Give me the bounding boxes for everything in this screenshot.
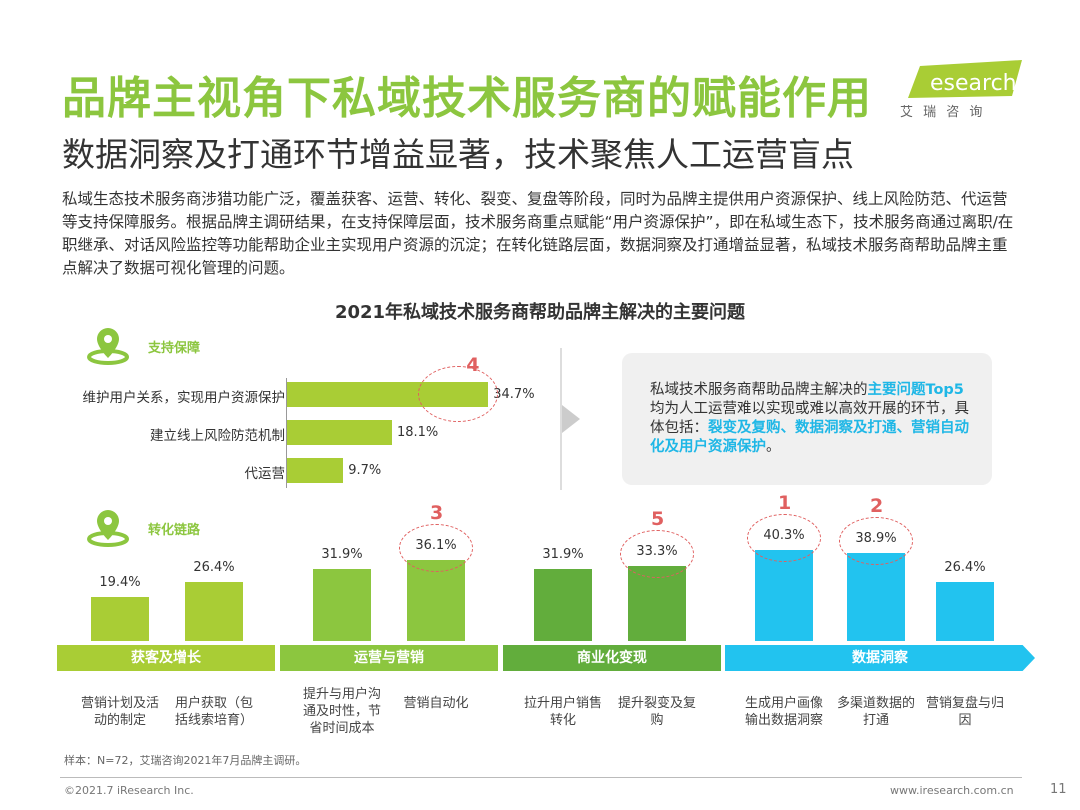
data-label: 9.7% <box>348 463 382 478</box>
rank-number: 4 <box>466 354 480 376</box>
bar <box>185 581 243 641</box>
rank-number: 3 <box>430 501 444 524</box>
bar <box>407 559 465 641</box>
bar-label: 建立线上风险防范机制 <box>150 428 285 444</box>
location-pin-icon <box>86 508 130 552</box>
category-label: 多渠道数据的打通 <box>836 696 915 728</box>
section-label-conversion: 转化链路 <box>148 523 201 538</box>
page-number: 11 <box>1050 782 1067 797</box>
bar <box>287 458 344 483</box>
website-link[interactable]: www.iresearch.com.cn <box>890 784 1014 797</box>
rank-number: 1 <box>778 492 792 515</box>
copyright: ©2021.7 iResearch Inc. <box>64 784 194 797</box>
location-pin-icon <box>86 326 130 370</box>
data-label: 26.4% <box>193 559 235 575</box>
category-label: 提升裂变及复购 <box>617 696 696 728</box>
highlight-circle <box>620 530 694 579</box>
bar <box>91 597 149 641</box>
bar <box>936 581 994 641</box>
bar <box>755 550 813 641</box>
data-label: 19.4% <box>99 575 141 591</box>
stage-band: 商业化变现 <box>503 645 721 671</box>
rank-number: 2 <box>870 495 884 518</box>
category-label: 用户获取（包括线索培育） <box>174 696 253 728</box>
data-label: 31.9% <box>321 547 363 563</box>
bar <box>313 569 371 641</box>
bar-label: 代运营 <box>244 466 286 482</box>
bar <box>628 566 686 641</box>
callout-highlight: 裂变及复购、数据洞察及打通、营销自动化及用户资源保护 <box>650 420 969 455</box>
data-label: 26.4% <box>944 559 986 575</box>
chart-title: 2021年私域技术服务商帮助品牌主解决的主要问题 <box>334 302 746 323</box>
stage-band: 获客及增长 <box>57 645 275 671</box>
axis-line <box>286 378 287 488</box>
bar <box>847 553 905 641</box>
data-label: 34.7% <box>493 387 535 402</box>
svg-text:esearch: esearch <box>930 71 1017 96</box>
iresearch-logo: esearch 艾 瑞 咨 询 <box>900 58 1025 120</box>
callout-text: 私域技术服务商帮助品牌主解决的 <box>650 382 868 398</box>
intro-paragraph: 私域生态技术服务商涉猎功能广泛，覆盖获客、运营、转化、裂变、复盘等阶段，同时为品… <box>62 190 1014 277</box>
category-label: 营销自动化 <box>403 696 469 711</box>
callout-box: 私域技术服务商帮助品牌主解决的主要问题Top5 均为人工运营难以实现或难以高效开展… <box>622 353 992 485</box>
bar <box>534 569 592 641</box>
svg-text:艾 瑞 咨 询: 艾 瑞 咨 询 <box>900 105 985 118</box>
page-title: 品牌主视角下私域技术服务商的赋能作用 <box>62 73 872 124</box>
bar <box>287 420 392 445</box>
category-label: 营销复盘与归因 <box>925 696 1004 728</box>
section-label-support: 支持保障 <box>148 341 201 356</box>
sample-note: 样本：N=72，艾瑞咨询2021年7月品牌主调研。 <box>64 754 307 767</box>
highlight-circle <box>399 523 473 572</box>
bar-label: 维护用户关系，实现用户资源保护 <box>82 390 286 406</box>
highlight-circle <box>418 366 499 422</box>
stage-band: 运营与营销 <box>280 645 498 671</box>
category-label: 拉升用户销售转化 <box>523 696 602 728</box>
data-label: 18.1% <box>396 425 439 440</box>
divider <box>560 348 562 490</box>
category-label: 生成用户画像输出数据洞察 <box>744 696 823 728</box>
category-label: 营销计划及活动的制定 <box>80 696 159 728</box>
data-label: 31.9% <box>542 547 584 563</box>
category-label: 提升与用户沟通及时性，节省时间成本 <box>302 687 381 736</box>
page-subtitle: 数据洞察及打通环节增益显著，技术聚焦人工运营盲点 <box>62 135 854 174</box>
highlight-circle <box>839 517 913 566</box>
callout-text: 。 <box>766 439 781 455</box>
rank-number: 5 <box>651 508 665 531</box>
highlight-circle <box>747 514 821 563</box>
callout-text: 均为人工运营难以实现或难以高效开展的环节，具体包括： <box>650 401 969 436</box>
callout-highlight: 主要问题Top5 <box>867 382 964 398</box>
arrow-right-icon <box>562 405 580 433</box>
footer-divider <box>60 777 1022 778</box>
stage-band: 数据洞察 <box>725 645 1035 671</box>
